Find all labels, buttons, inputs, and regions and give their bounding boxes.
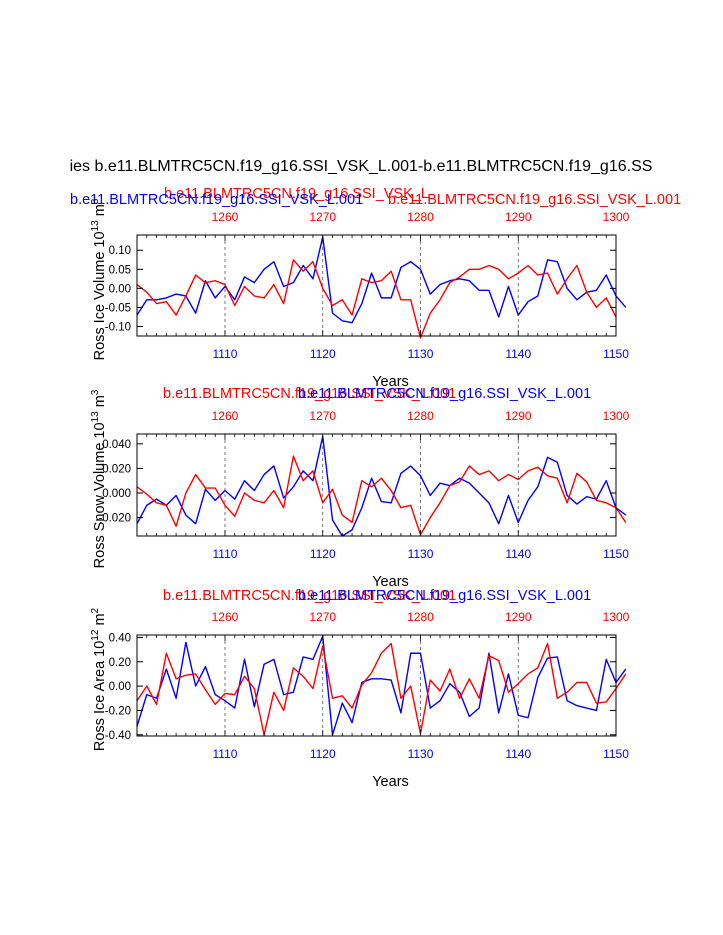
panel3-xtick-bottom-label-0: 1110 — [213, 747, 238, 761]
panel3-ylabel-unit: m — [92, 613, 108, 629]
panel1-ytick-label-0: 0.10 — [109, 245, 131, 257]
panel3-ylabel: Ross Ice Area 1012 m2 — [90, 607, 108, 751]
panel3-xlabel: Years — [372, 774, 409, 790]
panel3-ytick-label-0: 0.40 — [109, 632, 131, 644]
panel3-title-blue: b.e11.BLMTRC5CN.f19_g16.SSI_VSK_L.001 — [298, 588, 591, 604]
panel2-xtick-top-label-4: 1300 — [603, 409, 630, 423]
panel2-ylabel-text: Ross Snow Volume 10 — [92, 422, 108, 568]
panel1-ylabel-text: Ross Ice Volume 10 — [92, 231, 108, 360]
panel2-title-blue: b.e11.BLMTRC5CN.f19_g16.SSI_VSK_L.001 — [298, 386, 591, 402]
panel2-xtick-bottom-label-0: 1110 — [213, 547, 238, 561]
panel3-series-red-line — [136, 642, 627, 736]
panel1-xtick-bottom-label-2: 1130 — [408, 347, 434, 361]
panel2-xtick-top-label-1: 1270 — [309, 409, 336, 423]
panel1-ylabel-unit-exponent: 3 — [90, 198, 101, 204]
panel3-xtick-top-label-1: 1270 — [309, 610, 336, 624]
panel3-ylabel-text: Ross Ice Area 10 — [92, 641, 108, 751]
panel1-xtick-top-label-2: 1280 — [407, 210, 434, 224]
panel3-ytick-label-4: -0.40 — [105, 730, 131, 742]
panel2-ylabel-exponent: 13 — [90, 411, 101, 423]
panel1-ytick-label-4: -0.10 — [105, 321, 131, 333]
panel3-xtick-bottom-label-4: 1150 — [603, 747, 629, 761]
panel3-plot-frame — [136, 634, 617, 737]
panel2-xtick-bottom-label-1: 1120 — [310, 547, 336, 561]
panel3-xtick-top-label-4: 1300 — [603, 610, 630, 624]
panel1-xtick-bottom-label-4: 1150 — [603, 347, 629, 361]
panel3-group: 0.40 0.20 0.00 -0.20 -0.40 1110 1120 1130 1140 11… — [90, 607, 630, 790]
panel3-ylabel-unit-exponent: 2 — [90, 607, 101, 613]
panel1-series-red-line — [136, 259, 617, 339]
panel2-xtick-top-label-3: 1290 — [505, 409, 532, 423]
panel2-ylabel-unit: m — [92, 395, 108, 411]
main-title: ies b.e11.BLMTRC5CN.f19_g16.SSI_VSK_L.00… — [70, 158, 653, 175]
panel2-ylabel: Ross Snow Volume 1013 m3 — [90, 389, 108, 568]
panel2-series-red-line — [136, 455, 627, 536]
panel3-xtick-bottom-label-2: 1130 — [408, 747, 434, 761]
panel1-xtick-bottom-label-1: 1120 — [310, 347, 336, 361]
panel2-plot-frame — [136, 433, 617, 537]
panel1-plot-frame — [136, 234, 617, 337]
panel1-xlabel: Years — [372, 374, 409, 390]
panel1-ylabel-unit: m — [92, 204, 108, 220]
panel2-ytick-label-3: -0.020 — [98, 513, 131, 525]
panel1-xtick-top-label-4: 1300 — [603, 210, 630, 224]
panel2-xtick-bottom-label-3: 1140 — [505, 547, 531, 561]
panel1-xtick-bottom-label-3: 1140 — [505, 347, 531, 361]
panel3-title-red: b.e11.BLMTRC5CN.f19_g16.SSI_VSK_L.001 — [163, 588, 456, 604]
panel2-ytick-label-0: 0.040 — [102, 439, 131, 451]
panel3-ytick-label-1: 0.20 — [109, 657, 131, 669]
panel1-title-red-top: b.e11.BLMTRC5CN.f19_g16.SSI_VSK_L — [164, 186, 429, 202]
panel3-ylabel-exponent: 12 — [90, 629, 101, 641]
panel2-ytick-label-2: 0.000 — [102, 488, 131, 500]
panel1-xtick-top-label-3: 1290 — [505, 210, 532, 224]
panel2-ytick-label-1: 0.020 — [102, 463, 131, 475]
panel1-ytick-label-1: 0.05 — [109, 264, 131, 276]
panel2-xtick-bottom-label-2: 1130 — [408, 547, 434, 561]
panel1-ytick-label-2: 0.00 — [109, 283, 131, 295]
panel1-ylabel-exponent: 13 — [90, 220, 101, 232]
panel3-xtick-top-label-2: 1280 — [407, 610, 434, 624]
panel1-group: 0.10 0.05 0.00 -0.05 -0.10 1110 1120 1130 1140 11… — [90, 198, 630, 390]
panel1-ylabel: Ross Ice Volume 1013 m3 — [90, 198, 108, 360]
panel2-title-red: b.e11.BLMTRC5CN.f19_g16.SSI_VSK_L.001 — [163, 386, 456, 402]
panel1-ytick-label-3: -0.05 — [105, 302, 131, 314]
panel2-xtick-bottom-label-4: 1150 — [603, 547, 629, 561]
panel2-series-blue-line — [136, 435, 627, 537]
panel3-xtick-bottom-label-3: 1140 — [505, 747, 531, 761]
panel1-series-blue-line — [136, 236, 627, 324]
panel2-xtick-top-label-0: 1260 — [212, 409, 239, 423]
panel1-xtick-bottom-label-0: 1110 — [213, 347, 238, 361]
panel3-series-blue-line — [136, 635, 627, 736]
panel3-ytick-label-2: 0.00 — [109, 681, 131, 693]
panel2-xlabel: Years — [372, 574, 409, 590]
panel2-xtick-top-label-2: 1280 — [407, 409, 434, 423]
panel1-title-red-overlap: b.e11.BLMTRC5CN.f19_g16.SSI_VSK_L.001 — [388, 192, 681, 208]
panel3-xtick-top-label-0: 1260 — [212, 610, 239, 624]
panel1-xtick-top-label-0: 1260 — [212, 210, 239, 224]
panel2-ylabel-unit-exponent: 3 — [90, 389, 101, 395]
panel3-xtick-top-label-3: 1290 — [505, 610, 532, 624]
panel2-group: 0.040 0.020 0.000 -0.020 1110 1120 1130 1140 115… — [90, 389, 630, 590]
panel3-xtick-bottom-label-1: 1120 — [310, 747, 336, 761]
panel3-ytick-label-3: -0.20 — [105, 705, 131, 717]
panel1-xtick-top-label-1: 1270 — [309, 210, 336, 224]
panel1-title-blue: b.e11.BLMTRC5CN.f19_g16.SSI_VSK_L.001 — [70, 192, 363, 208]
